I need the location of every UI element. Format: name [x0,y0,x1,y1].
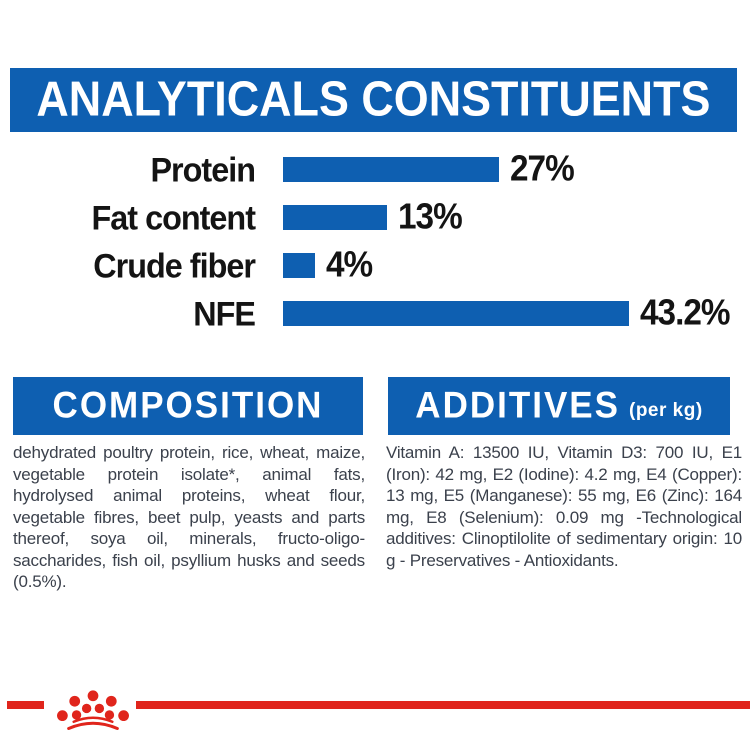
chart-bar [283,205,387,230]
chart-value-label: 4% [326,245,373,285]
chart-row-nfe: NFE 43.2% [0,293,750,333]
composition-heading: COMPOSITION [52,384,324,427]
chart-row-crude-fiber: Crude fiber 4% [0,245,750,285]
banner-title: ANALYTICALS CONSTITUENTS [36,72,711,127]
additives-header: ADDITIVES (per kg) [388,377,730,435]
footer-divider-left [7,701,44,709]
chart-category-label: Fat content [91,197,256,237]
composition-body: dehydrated poultry protein, rice, wheat,… [13,443,365,591]
chart-value-label: 13% [398,197,463,237]
chart-bar [283,301,629,326]
composition-header: COMPOSITION [13,377,363,435]
chart-category-label: NFE [193,293,256,333]
chart-row-fat-content: Fat content 13% [0,197,750,237]
chart-value-label: 43.2% [640,293,731,333]
chart-category-label: Crude fiber [93,245,256,285]
chart-bar [283,253,315,278]
chart-bar [283,157,499,182]
footer-divider-right [136,701,750,709]
chart-row-protein: Protein 27% [0,149,750,189]
analyticals-banner: ANALYTICALS CONSTITUENTS [10,68,737,132]
additives-body: Vitamin A: 13500 IU, Vitamin D3: 700 IU,… [386,443,742,570]
chart-category-label: Protein [150,149,256,189]
additives-heading: ADDITIVES [415,384,620,427]
royal-canin-crown-icon [57,690,129,730]
analytical-constituents-chart: Protein 27% Fat content 13% Crude fiber 4% NFE… [0,149,750,349]
chart-value-label: 27% [510,149,575,189]
additives-heading-suffix: (per kg) [629,400,703,421]
